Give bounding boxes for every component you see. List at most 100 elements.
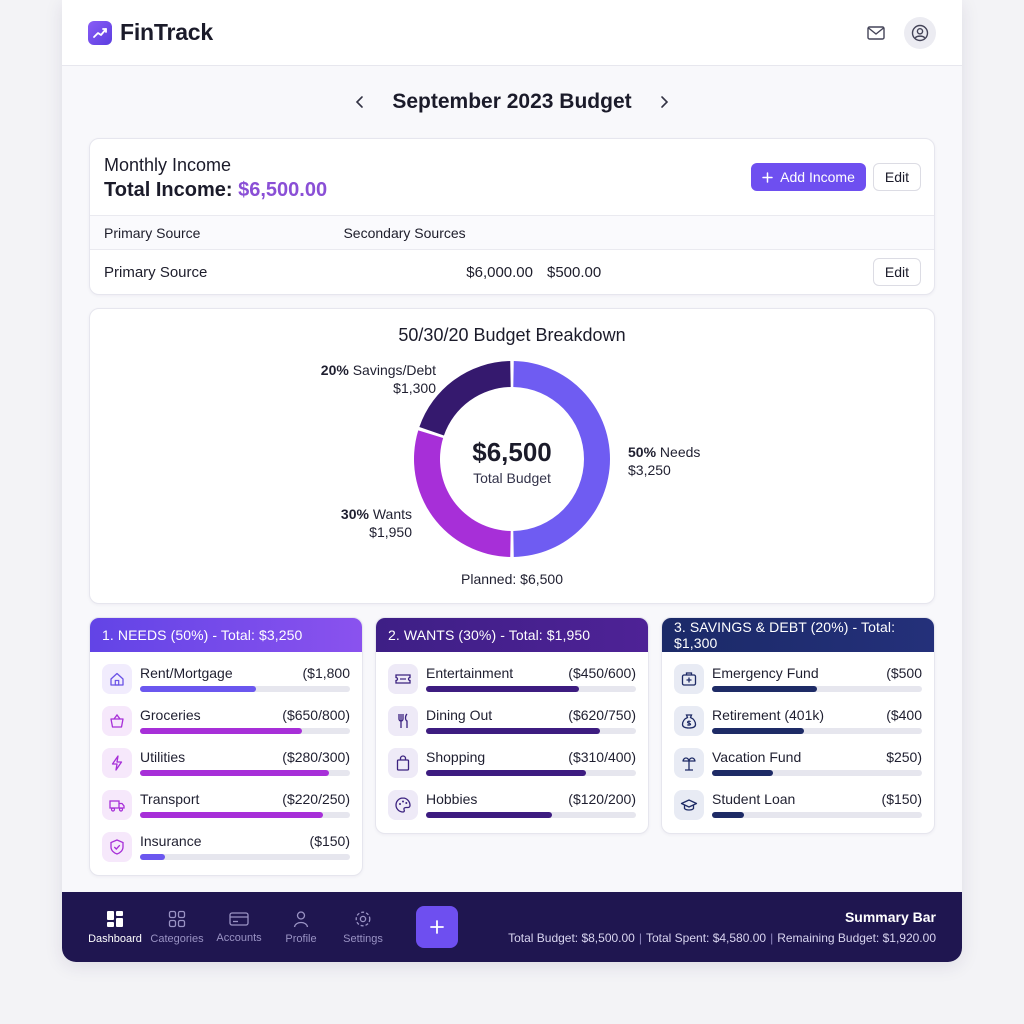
top-bar: FinTrack (62, 0, 962, 66)
income-total-label: Total Income: (104, 179, 233, 201)
chevron-right-icon[interactable] (652, 90, 676, 114)
item-value: ($310/400) (568, 749, 636, 765)
progress-track (426, 728, 636, 734)
categories-icon (168, 910, 186, 927)
progress-track (140, 812, 350, 818)
progress-fill (426, 812, 552, 818)
shopping-bag-icon (388, 748, 418, 778)
item-value: ($620/750) (568, 707, 636, 723)
needs-card-header: 1. NEEDS (50%) - Total: $3,250 (90, 618, 362, 652)
donut-segment-needs[interactable] (513, 361, 611, 557)
donut-center-label: Total Budget (473, 470, 551, 486)
list-item[interactable]: Vacation Fund $250) (674, 746, 922, 788)
item-name: Retirement (401k) (712, 707, 825, 723)
medkit-icon (674, 664, 704, 694)
segment-label-needs: 50% Needs $3,250 (628, 443, 700, 479)
home-icon (102, 664, 132, 694)
nav-categories[interactable]: Categories (148, 910, 206, 945)
list-item[interactable]: Transport ($220/250) (102, 788, 350, 830)
progress-track (712, 686, 922, 692)
item-value: ($120/200) (568, 791, 636, 807)
item-value: ($450/600) (568, 665, 636, 681)
summary-remaining: Remaining Budget: $1,920.00 (777, 931, 936, 945)
progress-fill (140, 686, 256, 692)
progress-track (426, 770, 636, 776)
nav-profile-label: Profile (285, 932, 317, 945)
page-title: September 2023 Budget (392, 90, 632, 113)
segment-label-wants: 30% Wants $1,950 (341, 505, 412, 541)
list-item[interactable]: Groceries ($650/800) (102, 704, 350, 746)
item-name: Emergency Fund (712, 665, 819, 681)
item-name: Groceries (140, 707, 201, 723)
list-item[interactable]: Student Loan ($150) (674, 788, 922, 830)
app-window: FinTrack September 2023 Budget Monthly I… (62, 0, 962, 962)
item-value: ($150) (881, 791, 922, 807)
item-value: ($650/800) (282, 707, 350, 723)
item-value: ($150) (309, 833, 350, 849)
palette-icon (388, 790, 418, 820)
savings-list: Emergency Fund ($500 Retirement (401k) ($40… (662, 652, 934, 833)
donut-segment-wants[interactable] (414, 430, 511, 557)
nav-settings[interactable]: Settings (334, 910, 392, 945)
palm-tree-icon (674, 748, 704, 778)
nav-settings-label: Settings (343, 932, 383, 945)
nav-accounts[interactable]: Accounts (210, 911, 268, 944)
progress-track (426, 686, 636, 692)
list-item[interactable]: Utilities ($280/300) (102, 746, 350, 788)
list-item[interactable]: Emergency Fund ($500 (674, 662, 922, 704)
item-name: Utilities (140, 749, 186, 765)
bolt-icon (102, 748, 132, 778)
edit-source-button[interactable]: Edit (872, 258, 921, 286)
list-item[interactable]: Retirement (401k) ($400 (674, 704, 922, 746)
user-circle-icon[interactable] (904, 16, 936, 49)
dashboard-icon (107, 910, 123, 927)
donut-segment-savings[interactable] (419, 361, 511, 436)
list-item[interactable]: Entertainment ($450/600) (388, 662, 636, 704)
progress-fill (140, 854, 166, 860)
progress-track (140, 770, 350, 776)
income-total-value: $6,500.00 (238, 179, 328, 201)
item-value: ($1,800 (302, 665, 350, 681)
list-item[interactable]: Hobbies ($120/200) (388, 788, 636, 830)
edit-income-button[interactable]: Edit (872, 163, 921, 191)
progress-fill (140, 812, 323, 818)
mail-icon[interactable] (860, 17, 892, 49)
needs-pct: 50% (628, 444, 657, 460)
list-item[interactable]: Dining Out ($620/750) (388, 704, 636, 746)
wants-list: Entertainment ($450/600) Dining Out ($620/7… (376, 652, 648, 833)
summary-total-spent: Total Spent: $4,580.00 (645, 931, 767, 945)
needs-card: 1. NEEDS (50%) - Total: $3,250 Rent/Mort… (89, 617, 363, 876)
progress-fill (426, 728, 601, 734)
list-item[interactable]: Shopping ($310/400) (388, 746, 636, 788)
list-item[interactable]: Rent/Mortgage ($1,800 (102, 662, 350, 704)
wants-card-header: 2. WANTS (30%) - Total: $1,950 (376, 618, 648, 652)
month-navigator: September 2023 Budget (62, 66, 962, 138)
nav-dashboard[interactable]: Dashboard (86, 910, 144, 945)
add-income-button[interactable]: Add Income (751, 163, 866, 191)
list-item[interactable]: Insurance ($150) (102, 830, 350, 872)
progress-track (426, 812, 636, 818)
ticket-icon (388, 664, 418, 694)
item-name: Hobbies (426, 791, 478, 807)
progress-track (712, 812, 922, 818)
income-total: Total Income: $6,500.00 (104, 179, 920, 202)
nav-dashboard-label: Dashboard (88, 932, 142, 945)
summary-total-budget: Total Budget: $8,500.00 (508, 931, 635, 945)
needs-list: Rent/Mortgage ($1,800 Groceries ($650/800) U… (90, 652, 362, 875)
logo-chart-icon (88, 20, 112, 45)
basket-icon (102, 706, 132, 736)
card-icon (229, 911, 249, 926)
nav-profile[interactable]: Profile (272, 910, 330, 945)
planned-total: Planned: $6,500 (461, 571, 563, 587)
summary-title: Summary Bar (844, 909, 936, 925)
add-income-label: Add Income (780, 169, 855, 185)
wants-pct: 30% (340, 506, 369, 522)
settings-icon (355, 911, 371, 926)
segment-label-savings: 20% Savings/Debt $1,300 (321, 361, 436, 397)
add-transaction-button[interactable] (416, 906, 458, 948)
donut-center: $6,500 Total Budget (462, 437, 562, 486)
money-bag-icon (674, 706, 704, 736)
chevron-left-icon[interactable] (348, 90, 372, 114)
progress-fill (140, 728, 302, 734)
col-primary-source: Primary Source (104, 224, 201, 241)
